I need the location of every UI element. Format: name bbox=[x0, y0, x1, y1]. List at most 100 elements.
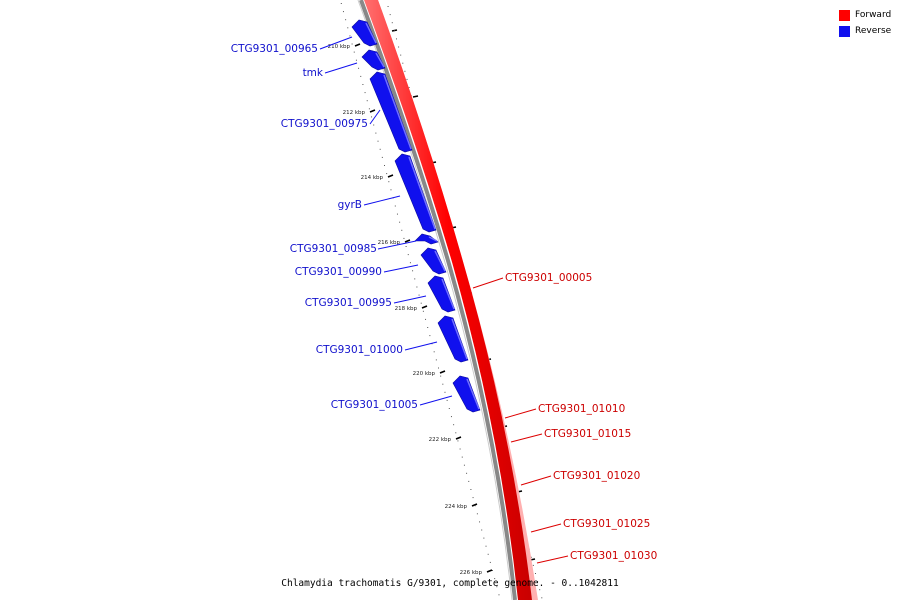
tick-mark bbox=[354, 43, 361, 47]
minor-tick bbox=[386, 173, 388, 175]
reverse-gene-highlight bbox=[375, 52, 385, 68]
reverse-gene-leader-line bbox=[404, 341, 438, 351]
minor-tick bbox=[349, 35, 351, 37]
minor-tick bbox=[461, 456, 463, 458]
reverse-gene-highlight bbox=[451, 318, 468, 360]
forward-gene-leader-line bbox=[510, 433, 543, 443]
forward-gene-leader-line bbox=[530, 523, 562, 533]
minor-tick bbox=[457, 440, 459, 442]
reverse-gene-block[interactable] bbox=[369, 71, 413, 153]
minor-tick bbox=[364, 92, 366, 94]
minor-tick bbox=[347, 27, 349, 29]
minor-tick bbox=[483, 537, 485, 539]
minor-tick bbox=[444, 391, 446, 393]
outer-minor-tick bbox=[400, 54, 402, 56]
minor-tick bbox=[463, 464, 465, 466]
minor-tick bbox=[420, 302, 422, 304]
reverse-gene-block[interactable] bbox=[427, 275, 456, 313]
reverse-gene-highlight bbox=[408, 156, 436, 230]
forward-gene-label[interactable]: CTG9301_01010 bbox=[538, 403, 625, 415]
tick-mark bbox=[471, 503, 478, 507]
minor-tick bbox=[409, 262, 411, 264]
forward-gene-label[interactable]: CTG9301_01020 bbox=[553, 470, 640, 482]
minor-tick bbox=[448, 408, 450, 409]
tick-mark bbox=[387, 174, 394, 178]
forward-gene-label[interactable]: CTG9301_01025 bbox=[563, 518, 650, 530]
forward-gene-label[interactable]: CTG9301_01030 bbox=[570, 550, 657, 562]
reverse-gene-block[interactable] bbox=[437, 315, 469, 363]
reverse-gene-label[interactable]: CTG9301_00990 bbox=[295, 266, 382, 278]
reverse-gene-label[interactable]: CTG9301_00975 bbox=[281, 118, 368, 130]
tick-label: 214 kbp bbox=[361, 175, 384, 181]
reverse-gene-highlight bbox=[365, 22, 377, 44]
minor-tick bbox=[470, 489, 472, 490]
reverse-gene-leader-line bbox=[419, 395, 453, 406]
minor-tick bbox=[412, 270, 414, 272]
minor-tick bbox=[394, 205, 396, 207]
minor-tick bbox=[368, 108, 370, 110]
reverse-gene-highlight bbox=[383, 74, 412, 150]
minor-tick bbox=[353, 51, 355, 53]
outer-tick-mark bbox=[412, 95, 419, 98]
legend-forward-label: Forward bbox=[855, 10, 892, 20]
minor-tick bbox=[494, 578, 496, 580]
minor-tick bbox=[472, 497, 474, 499]
minor-tick bbox=[438, 367, 439, 369]
minor-tick bbox=[388, 181, 390, 183]
outer-minor-tick bbox=[537, 581, 539, 583]
label-lines bbox=[319, 36, 569, 564]
reverse-gene-block[interactable] bbox=[452, 375, 481, 413]
reverse-gene-block[interactable] bbox=[394, 153, 437, 233]
reverse-gene-leader-line bbox=[393, 295, 427, 304]
reverse-gene-label[interactable]: gyrB bbox=[338, 199, 362, 211]
tick-mark bbox=[486, 569, 493, 573]
outer-minor-tick bbox=[406, 78, 408, 80]
minor-tick bbox=[377, 140, 379, 142]
outer-minor-tick bbox=[532, 564, 534, 566]
reverse-gene-label[interactable]: CTG9301_00995 bbox=[305, 297, 392, 309]
legend-forward-swatch bbox=[839, 9, 850, 21]
reverse-gene-block[interactable] bbox=[420, 247, 447, 275]
reverse-gene-block[interactable] bbox=[361, 49, 386, 71]
forward-gene-label[interactable]: CTG9301_00005 bbox=[505, 272, 592, 284]
minor-tick bbox=[422, 310, 424, 312]
minor-tick bbox=[403, 237, 405, 239]
reverse-gene-label[interactable]: CTG9301_01000 bbox=[316, 344, 403, 356]
minor-tick bbox=[487, 553, 489, 555]
minor-tick bbox=[453, 424, 455, 426]
minor-tick bbox=[366, 100, 368, 102]
minor-tick bbox=[459, 448, 461, 450]
forward-gene-leader-line bbox=[472, 277, 504, 289]
forward-gene-label[interactable]: CTG9301_01015 bbox=[544, 428, 631, 440]
genome-backbone bbox=[359, 0, 517, 600]
minor-tick bbox=[358, 67, 360, 69]
reverse-gene-leader-line bbox=[369, 109, 381, 125]
minor-tick bbox=[342, 11, 344, 13]
tick-label: 210 kbp bbox=[328, 44, 351, 50]
legend-forward: Forward bbox=[839, 9, 891, 21]
reverse-gene-block[interactable] bbox=[351, 19, 378, 47]
reverse-gene-label[interactable]: CTG9301_01005 bbox=[331, 399, 418, 411]
minor-tick bbox=[498, 594, 500, 596]
minor-tick bbox=[418, 294, 420, 296]
legend-reverse-label: Reverse bbox=[855, 26, 892, 36]
minor-tick bbox=[446, 399, 448, 401]
minor-tick bbox=[481, 529, 483, 531]
forward-strand-bar[interactable] bbox=[364, 0, 532, 600]
minor-tick bbox=[371, 116, 373, 118]
reverse-gene-label[interactable]: tmk bbox=[303, 67, 324, 79]
minor-tick bbox=[468, 480, 470, 482]
minor-tick bbox=[414, 278, 416, 280]
minor-tick bbox=[442, 383, 444, 385]
outer-minor-tick bbox=[391, 22, 393, 24]
reverse-gene-highlight bbox=[428, 236, 438, 242]
tick-mark bbox=[404, 239, 411, 243]
legend-reverse: Reverse bbox=[839, 25, 891, 37]
tick-label: 212 kbp bbox=[343, 110, 366, 116]
reverse-gene-label[interactable]: CTG9301_00965 bbox=[231, 43, 318, 55]
reverse-gene-block[interactable] bbox=[414, 233, 439, 245]
reverse-gene-label[interactable]: CTG9301_00985 bbox=[290, 243, 377, 255]
reverse-gene-layer bbox=[351, 19, 481, 413]
